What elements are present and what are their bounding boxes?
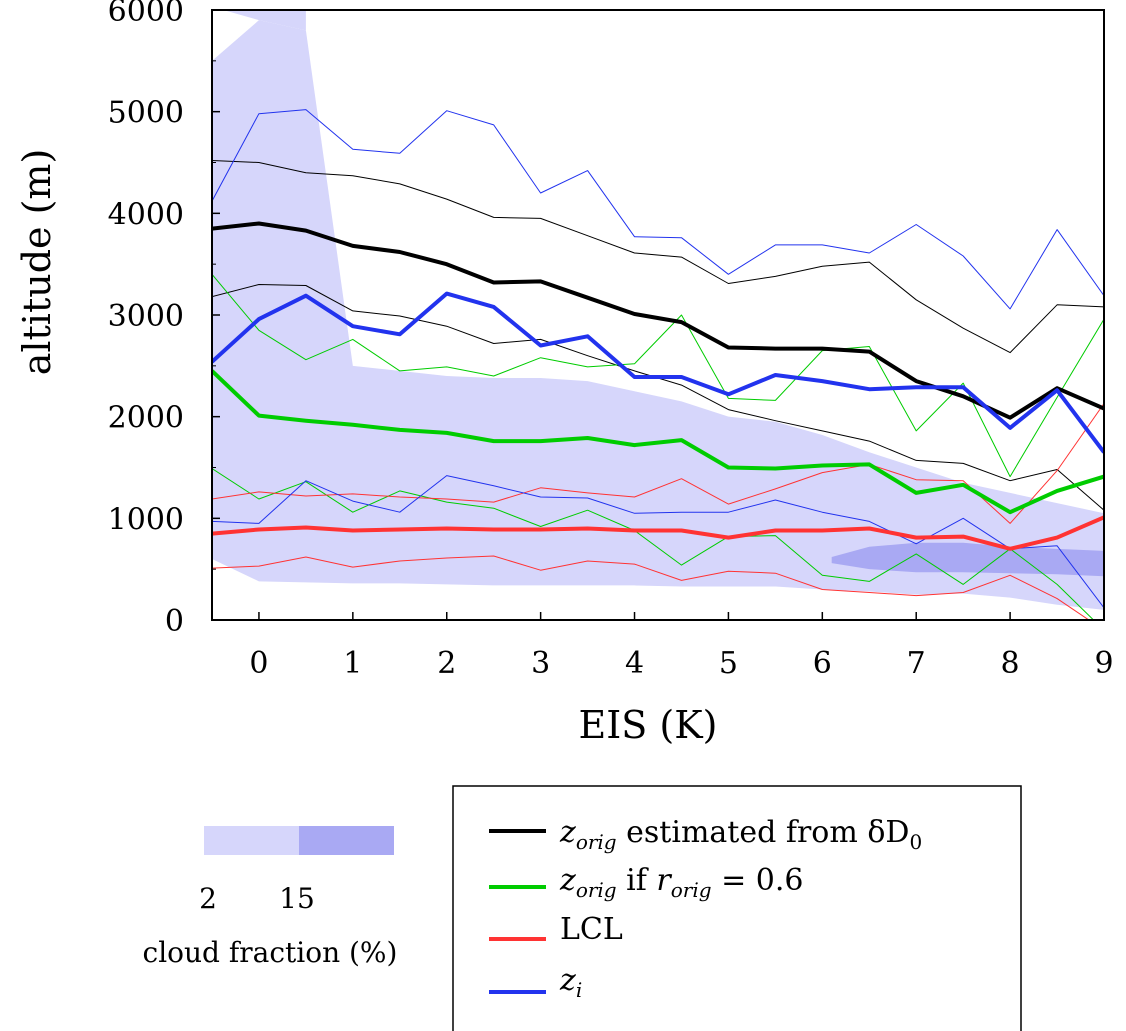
cloud-band-2-1 (212, 20, 1104, 610)
series-line-z-i (212, 291, 1104, 454)
series-line-z-orig-if-r-orig-0-6-lower- (212, 468, 1095, 620)
colorbar-swatch-low (204, 826, 299, 855)
series-line-lcl (212, 515, 1104, 551)
y-axis-title: altitude (m) (15, 149, 59, 376)
series-line-z-orig-if-r-orig-0-6 (212, 369, 1104, 515)
y-tick-label: 3000 (108, 299, 184, 334)
colorbar-tick-15: 15 (279, 882, 315, 915)
series-lines (212, 109, 1104, 620)
x-tick-label: 5 (719, 646, 738, 681)
legend-label-zorig-if-rorig: zorig if rorig = 0.6 (559, 863, 803, 902)
legend-box (452, 785, 1022, 1031)
legend-label-lcl: LCL (560, 912, 623, 947)
y-tick-label: 2000 (108, 401, 184, 436)
x-tick-label: 6 (813, 646, 832, 681)
x-tick-label: 1 (343, 646, 362, 681)
y-tick-label: 0 (165, 604, 184, 639)
series-line-z-i-lower- (212, 475, 1104, 609)
colorbar-label: cloud fraction (%) (143, 936, 398, 969)
series-line-z-orig-if-r-orig-0-6-upper- (212, 273, 1104, 478)
series-line-z-orig-estimated-from-d0-upper- (212, 160, 1104, 354)
series-line-lcl-upper- (212, 403, 1104, 524)
y-axis-ticks: 0 1000 2000 3000 4000 5000 6000 (108, 0, 220, 639)
x-tick-label: 0 (249, 646, 268, 681)
y-tick-label: 5000 (108, 96, 184, 131)
y-tick-label: 6000 (108, 0, 184, 29)
series-line-lcl-lower- (212, 555, 1090, 620)
series-line-z-i-upper- (212, 109, 1104, 310)
x-tick-label: 8 (1001, 646, 1020, 681)
colorbar-tick-2: 2 (199, 882, 217, 915)
series-line-z-orig-estimated-from-d0 (212, 221, 1104, 420)
x-axis-ticks: 0 1 2 3 4 5 6 7 8 9 (249, 612, 1114, 681)
cloud-fraction-bands (212, 10, 1104, 610)
x-tick-label: 2 (437, 646, 456, 681)
legend-label-zorig-estimated: zorig estimated from δD0 (559, 815, 922, 854)
x-tick-label: 9 (1094, 646, 1113, 681)
x-axis-title: EIS (K) (579, 703, 718, 747)
x-tick-label: 3 (531, 646, 550, 681)
y-tick-label: 4000 (108, 197, 184, 232)
y-tick-label: 1000 (108, 502, 184, 537)
colorbar: 2 15 cloud fraction (%) (143, 826, 398, 969)
x-tick-label: 4 (625, 646, 644, 681)
colorbar-swatch-high (299, 826, 394, 855)
legend: zorig estimated from δD0 zorig if rorig … (452, 785, 1022, 1031)
x-tick-label: 7 (907, 646, 926, 681)
legend-label-zi: zi (559, 963, 582, 1002)
